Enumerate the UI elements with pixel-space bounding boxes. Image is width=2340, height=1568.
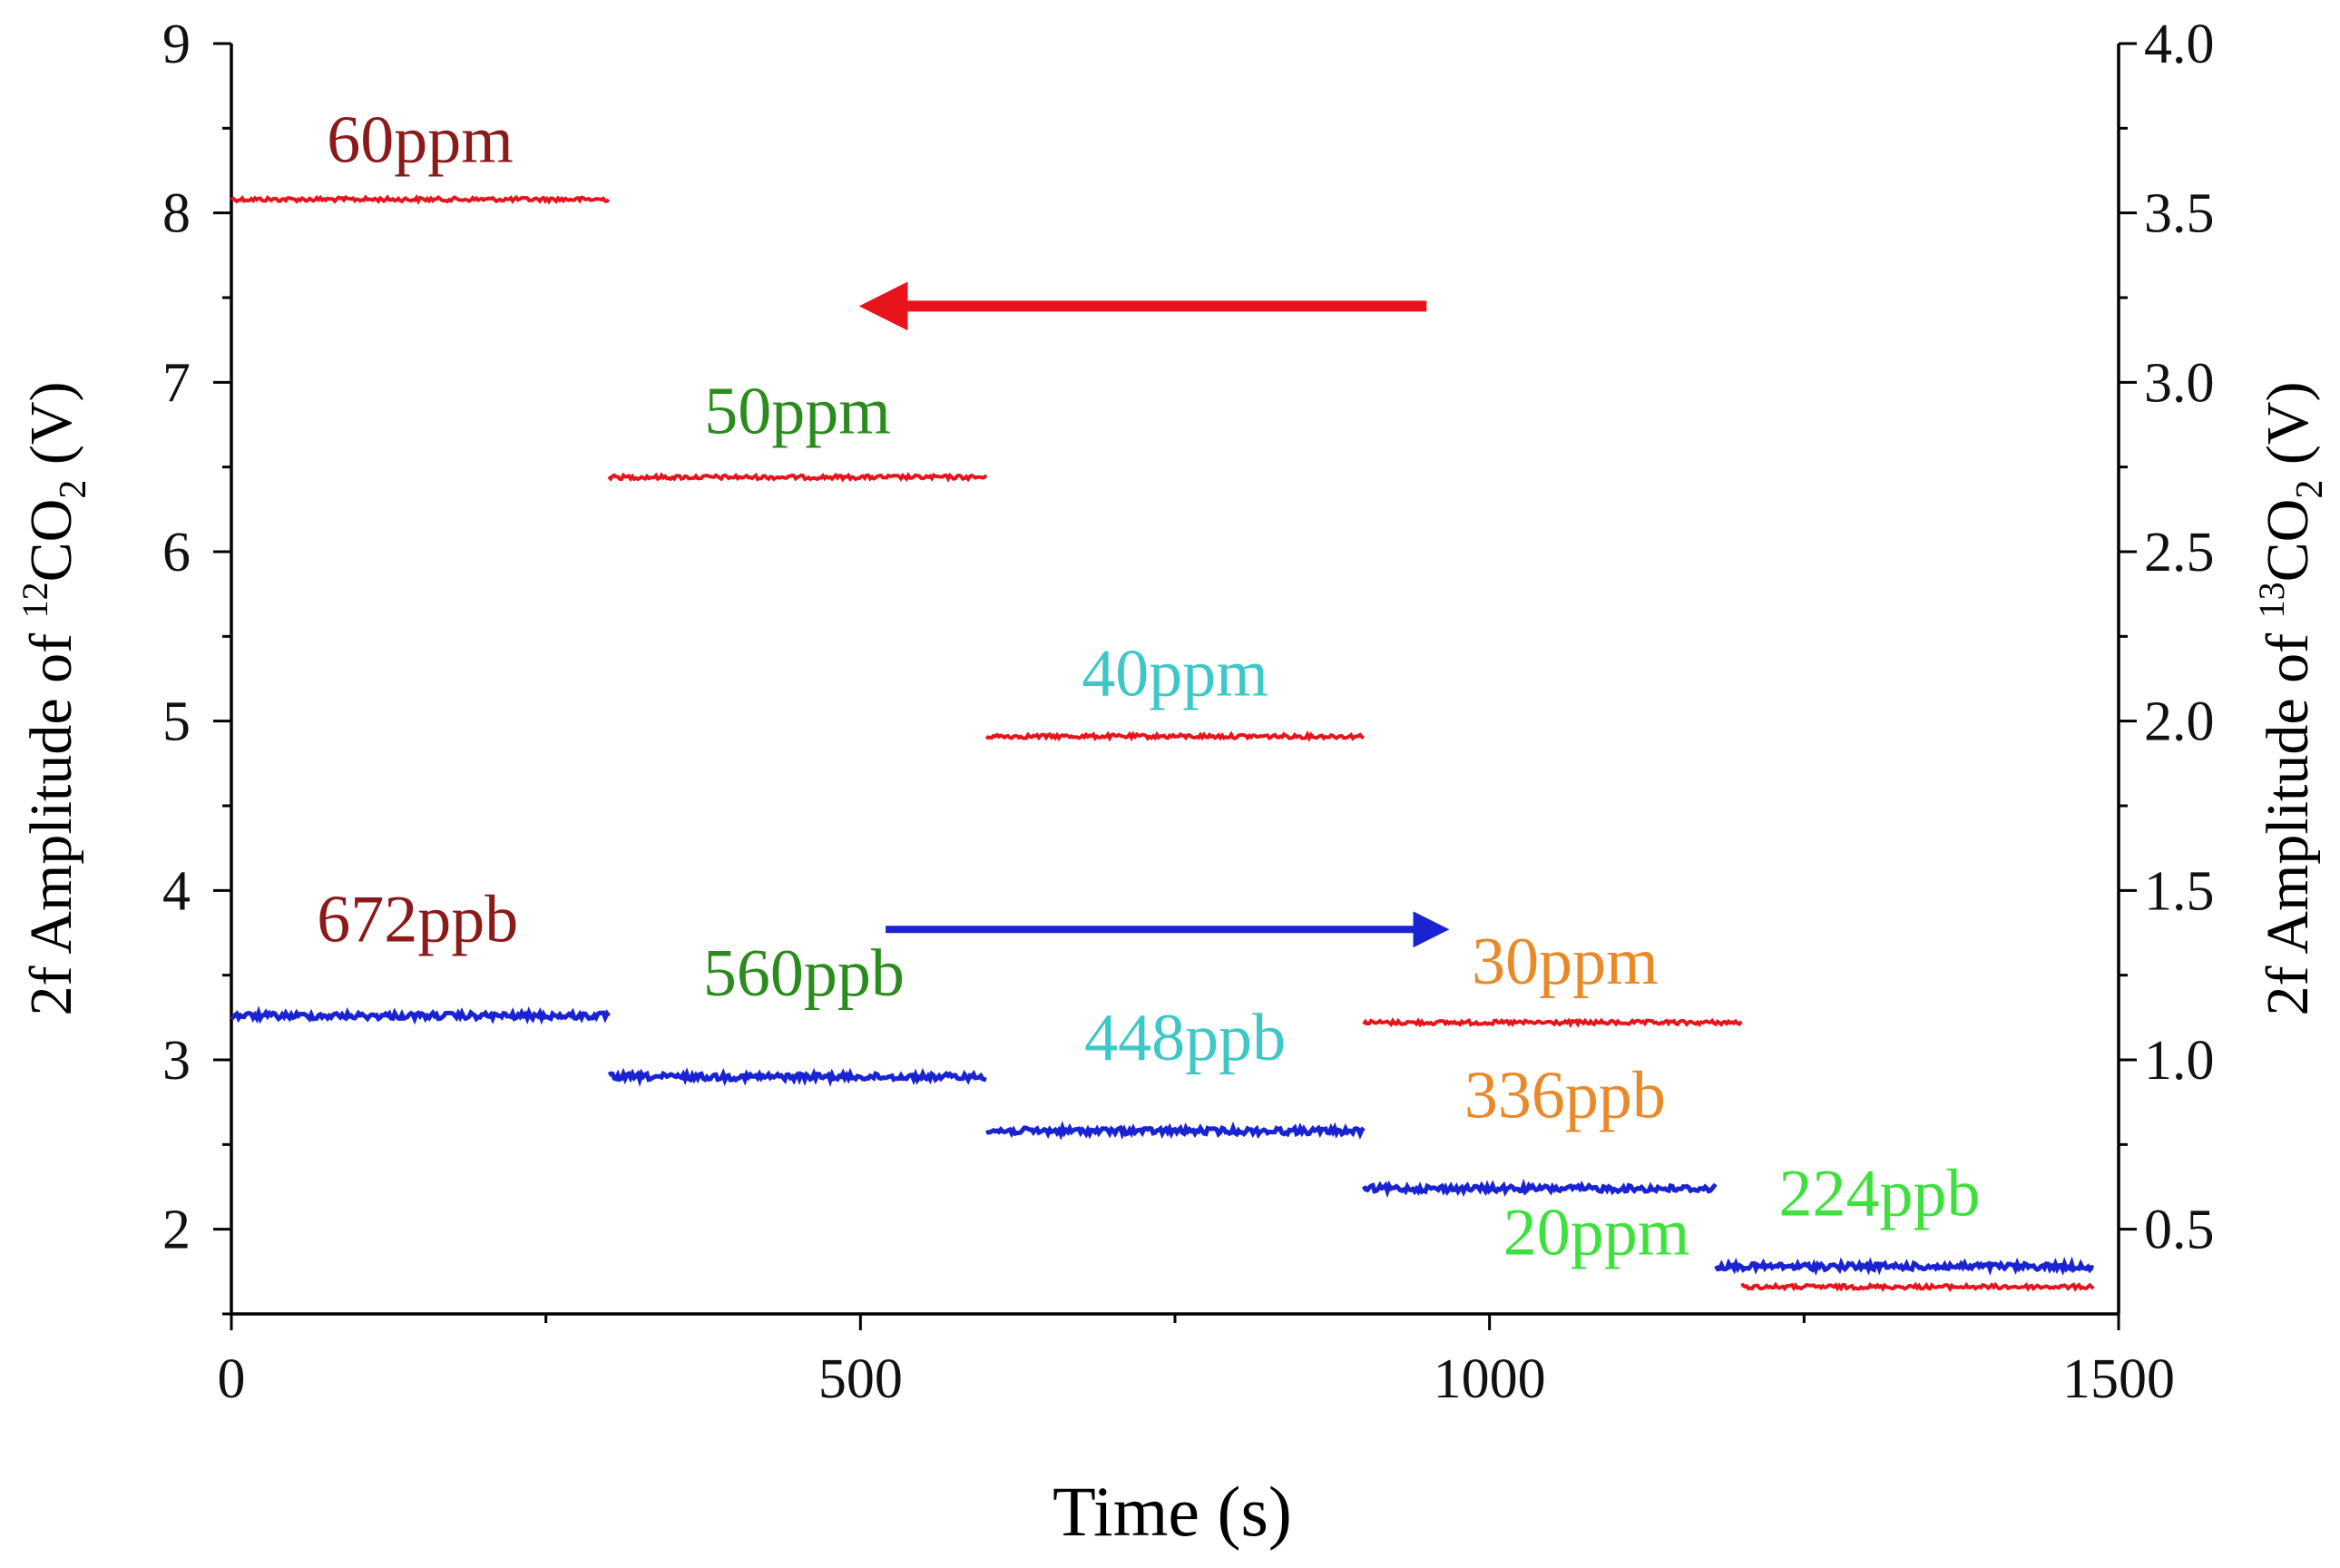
y-left-tick-label: 4 <box>162 860 191 922</box>
segment-label: 50ppm <box>704 374 891 448</box>
segment-13CO2-2 <box>985 1120 1366 1141</box>
y-axis-right-title: 2f Amplitude of 13CO2 (V) <box>2251 382 2331 1016</box>
segment-label: 560ppb <box>703 936 905 1011</box>
data-series <box>230 194 2095 1293</box>
segment-13CO2-0 <box>230 1005 612 1025</box>
segment-label: 336ppb <box>1464 1058 1666 1132</box>
segment-label: 20ppm <box>1503 1196 1690 1270</box>
y-left-tick-label: 6 <box>162 522 191 583</box>
x-axis-title: Time (s) <box>1053 1472 1292 1551</box>
y-left-tick-label: 7 <box>162 352 191 414</box>
y-right-tick-label: 3.5 <box>2144 183 2215 245</box>
y-right-tick-label: 3.0 <box>2144 352 2215 414</box>
y-left-tick-label: 5 <box>162 691 191 753</box>
x-tick-label: 500 <box>818 1348 903 1410</box>
y-right-tick-label: 2.0 <box>2144 691 2215 753</box>
x-tick-label: 0 <box>218 1348 246 1410</box>
segment-13CO2-3 <box>1361 1178 1718 1199</box>
segment-label: 40ppm <box>1082 637 1268 711</box>
segment-12CO2-2 <box>984 730 1365 742</box>
y-axis-left-title: 2f Amplitude of 12CO2 (V) <box>15 382 94 1016</box>
y-left-tick-label: 3 <box>162 1030 191 1092</box>
segment-13CO2-4 <box>1714 1256 2094 1277</box>
segment-label: 30ppm <box>1472 925 1659 999</box>
series-12CO2 <box>230 194 2095 1293</box>
x-tick-label: 1500 <box>2062 1348 2175 1410</box>
y-right-tick-label: 1.0 <box>2144 1030 2215 1092</box>
segment-13CO2-1 <box>607 1067 987 1088</box>
y-right-tick-label: 1.5 <box>2144 860 2215 922</box>
segment-12CO2-4 <box>1740 1281 2095 1293</box>
y-left-tick-label: 9 <box>162 14 191 75</box>
y-right-tick-label: 4.0 <box>2144 14 2215 75</box>
segment-label: 448ppb <box>1084 1001 1286 1075</box>
segment-label: 672ppb <box>317 882 518 956</box>
axis-indicator-arrows <box>858 281 1450 948</box>
y-right-tick-label: 0.5 <box>2144 1200 2215 1261</box>
segment-12CO2-3 <box>1362 1017 1743 1029</box>
segment-12CO2-1 <box>607 472 988 483</box>
series-13CO2 <box>230 1005 2094 1277</box>
y-right-tick-label: 2.5 <box>2144 522 2215 583</box>
y-left-tick-label: 8 <box>162 183 191 245</box>
segment-labels: 60ppm 50ppm 40ppm 30ppm 20ppm 672ppb 560ppb 448… <box>317 103 1980 1270</box>
x-tick-label: 1000 <box>1434 1348 1546 1410</box>
axis-ticks: 0 500 1000 1500 2 3 4 5 6 7 8 9 0.5 1.0 1.5 2.0 2.5 3.0 3.… <box>162 14 2215 1410</box>
segment-12CO2-0 <box>230 194 611 205</box>
segment-label: 224ppb <box>1779 1157 1981 1231</box>
y-left-tick-label: 2 <box>162 1200 191 1261</box>
segment-label: 60ppm <box>327 103 514 178</box>
